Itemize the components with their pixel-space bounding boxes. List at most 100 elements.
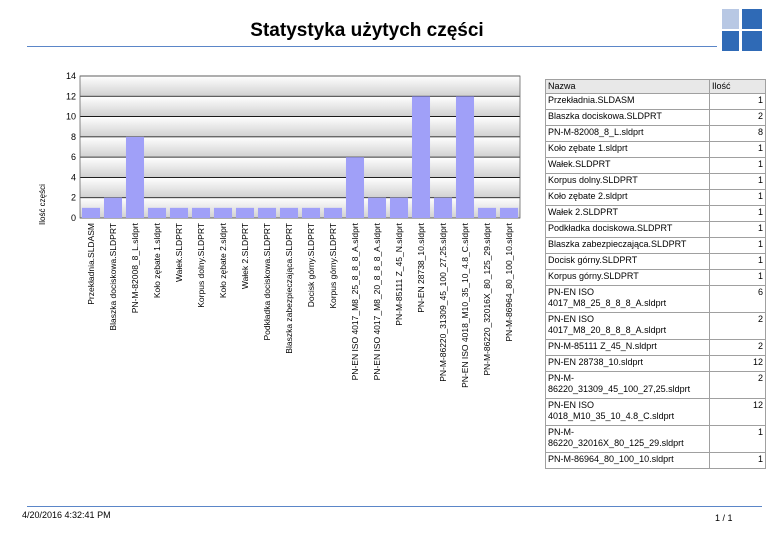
column-header-qty: Ilość xyxy=(709,79,766,94)
grid-band xyxy=(80,116,520,137)
y-tick-label: 12 xyxy=(66,91,76,101)
footer-divider xyxy=(27,506,762,507)
part-name-cell: Docisk górny.SLDPRT xyxy=(545,253,710,270)
part-qty-cell: 1 xyxy=(709,253,766,270)
bar xyxy=(191,207,211,218)
part-qty-cell: 1 xyxy=(709,221,766,238)
x-tick-label: Blaszka dociskowa.SLDPRT xyxy=(108,223,118,331)
x-tick-label: PN-M-85111 Z_45_N.sldprt xyxy=(394,222,404,325)
y-tick-label: 8 xyxy=(71,132,76,142)
part-name-cell: Koło zębate 1.sldprt xyxy=(545,141,710,158)
part-name-cell: PN-EN ISO 4017_M8_20_8_8_8_A.sldprt xyxy=(545,312,710,340)
logo-icon xyxy=(722,9,762,51)
bar xyxy=(477,207,497,218)
part-qty-cell: 2 xyxy=(709,109,766,126)
title-divider xyxy=(27,46,717,47)
x-tick-label: Wałek.SLDPRT xyxy=(174,223,184,282)
x-tick-label: Docisk górny.SLDPRT xyxy=(306,223,316,307)
part-name-cell: Korpus górny.SLDPRT xyxy=(545,269,710,286)
part-qty-cell: 2 xyxy=(709,312,766,340)
bar xyxy=(411,96,431,218)
part-qty-cell: 12 xyxy=(709,398,766,426)
bar xyxy=(169,207,189,218)
bar xyxy=(257,207,277,218)
table-row: PN-EN ISO 4018_M10_35_10_4.8_C.sldprt 12 xyxy=(545,398,766,426)
grid-band xyxy=(80,157,520,178)
y-tick-label: 10 xyxy=(66,112,76,122)
table-row: Blaszka dociskowa.SLDPRT 2 xyxy=(545,109,766,126)
grid-band xyxy=(80,197,520,218)
bar xyxy=(433,197,453,218)
table-header-row: Nazwa Ilość xyxy=(545,79,766,94)
page-title: Statystyka użytych części xyxy=(250,20,484,41)
part-qty-cell: 1 xyxy=(709,237,766,254)
part-qty-cell: 12 xyxy=(709,355,766,372)
x-tick-label: PN-M-86220_31309_45_100_27,25.sldprt xyxy=(438,222,448,381)
plot-frame xyxy=(79,75,521,219)
part-qty-cell: 1 xyxy=(709,141,766,158)
part-name-cell: Blaszka dociskowa.SLDPRT xyxy=(545,109,710,126)
table-row: Korpus górny.SLDPRT 1 xyxy=(545,269,766,286)
part-name-cell: PN-EN ISO 4017_M8_25_8_8_8_A.sldprt xyxy=(545,285,710,313)
bar xyxy=(499,207,519,218)
table-row: PN-M-86220_31309_45_100_27,25.sldprt 2 xyxy=(545,371,766,399)
bar xyxy=(213,207,233,218)
part-name-cell: PN-M-86220_32016X_80_125_29.sldprt xyxy=(545,425,710,453)
column-header-name: Nazwa xyxy=(545,79,710,94)
x-tick-label: Wałek 2.SLDPRT xyxy=(240,223,250,289)
x-tick-label: Blaszka zabezpieczająca.SLDPRT xyxy=(284,223,294,354)
page-number: 1 / 1 xyxy=(715,513,733,523)
part-name-cell: Blaszka zabezpieczająca.SLDPRT xyxy=(545,237,710,254)
part-qty-cell: 1 xyxy=(709,269,766,286)
part-qty-cell: 1 xyxy=(709,425,766,453)
y-tick-label: 0 xyxy=(71,213,76,223)
table-row: Wałek.SLDPRT 1 xyxy=(545,157,766,174)
bar xyxy=(103,197,123,218)
bar xyxy=(345,157,365,218)
part-qty-cell: 1 xyxy=(709,452,766,469)
table-row: Podkładka dociskowa.SLDPRT 1 xyxy=(545,221,766,238)
part-name-cell: PN-EN 28738_10.sldprt xyxy=(545,355,710,372)
bar xyxy=(301,207,321,218)
bar xyxy=(81,207,101,218)
table-row: PN-EN ISO 4017_M8_20_8_8_8_A.sldprt 2 xyxy=(545,312,766,340)
part-qty-cell: 1 xyxy=(709,205,766,222)
x-tick-label: Korpus dolny.SLDPRT xyxy=(196,223,206,308)
part-qty-cell: 2 xyxy=(709,371,766,399)
bar xyxy=(367,197,387,218)
bar xyxy=(125,136,145,218)
part-qty-cell: 1 xyxy=(709,189,766,206)
part-name-cell: Wałek.SLDPRT xyxy=(545,157,710,174)
grid-band xyxy=(80,136,520,158)
y-axis-title: Ilość części xyxy=(38,184,47,225)
table-row: Koło zębate 1.sldprt 1 xyxy=(545,141,766,158)
table-row: PN-EN ISO 4017_M8_25_8_8_8_A.sldprt 6 xyxy=(545,285,766,313)
part-qty-cell: 6 xyxy=(709,285,766,313)
print-date: 4/20/2016 4:32:41 PM xyxy=(22,510,111,520)
part-name-cell: Korpus dolny.SLDPRT xyxy=(545,173,710,190)
part-name-cell: PN-M-85111 Z_45_N.sldprt xyxy=(545,339,710,356)
grid-band xyxy=(80,177,520,198)
x-tick-label: Koło zębate 1.sldprt xyxy=(152,222,162,298)
part-qty-cell: 8 xyxy=(709,125,766,142)
y-tick-label: 6 xyxy=(71,152,76,162)
y-tick-label: 2 xyxy=(71,193,76,203)
x-tick-label: PN-EN ISO 4017_M8_20_8_8_8_A.sldprt xyxy=(372,222,382,380)
table-row: Koło zębate 2.sldprt 1 xyxy=(545,189,766,206)
part-name-cell: Koło zębate 2.sldprt xyxy=(545,189,710,206)
bar xyxy=(455,96,475,218)
x-tick-label: PN-M-86964_80_100_10.sldprt xyxy=(504,222,514,341)
x-tick-label: PN-EN 28738_10.sldprt xyxy=(416,222,426,312)
x-tick-label: PN-EN ISO 4018_M10_35_10_4.8_C.sldprt xyxy=(460,222,470,388)
part-name-cell: PN-EN ISO 4018_M10_35_10_4.8_C.sldprt xyxy=(545,398,710,426)
bar xyxy=(389,197,409,218)
table-row: PN-M-82008_8_L.sldprt 8 xyxy=(545,125,766,142)
part-name-cell: PN-M-86964_80_100_10.sldprt xyxy=(545,452,710,469)
part-name-cell: Wałek 2.SLDPRT xyxy=(545,205,710,222)
part-name-cell: PN-M-86220_31309_45_100_27,25.sldprt xyxy=(545,371,710,399)
x-tick-label: PN-EN ISO 4017_M8_25_8_8_8_A.sldprt xyxy=(350,222,360,380)
table-row: PN-M-86964_80_100_10.sldprt 1 xyxy=(545,452,766,469)
part-name-cell: Podkładka dociskowa.SLDPRT xyxy=(545,221,710,238)
table-row: PN-EN 28738_10.sldprt 12 xyxy=(545,355,766,372)
x-tick-label: Korpus górny.SLDPRT xyxy=(328,223,338,309)
